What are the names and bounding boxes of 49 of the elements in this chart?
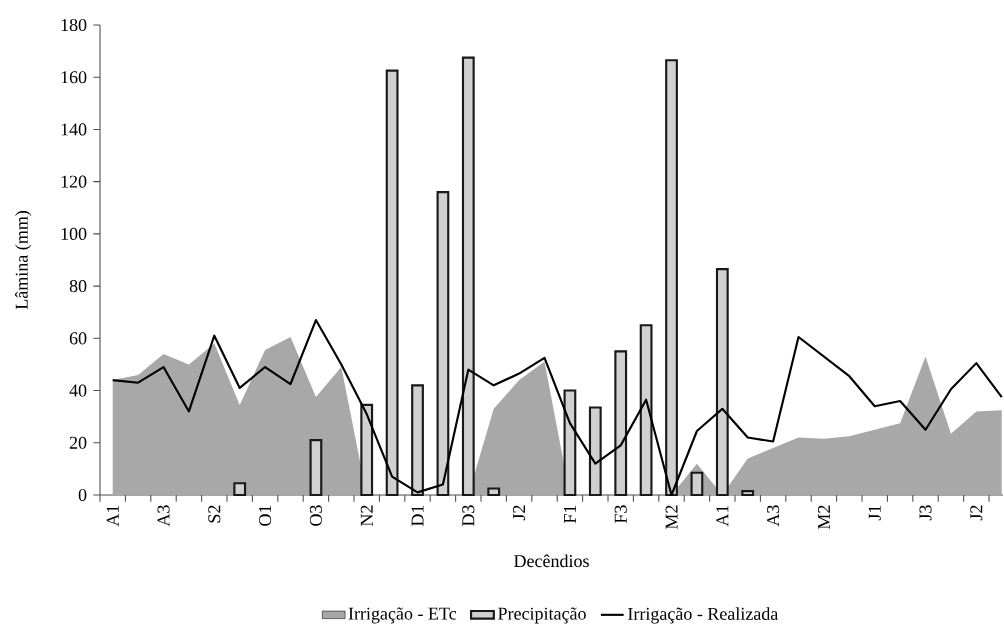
x-tick-label: O1 (259, 505, 272, 526)
bar (639, 324, 653, 497)
bar (385, 69, 399, 497)
bar (360, 403, 374, 497)
bar (487, 487, 501, 497)
y-tick-label: 120 (61, 175, 87, 188)
legend-label: Irrigação - ETc (348, 607, 457, 624)
y-axis-title: Lâmina (mm) (15, 211, 32, 310)
bar (665, 59, 678, 497)
bar (411, 384, 424, 497)
x-tick-label: A3 (767, 505, 780, 527)
bar (715, 268, 729, 497)
bar (309, 439, 323, 497)
bar (436, 191, 450, 497)
y-tick-label: 80 (69, 280, 87, 293)
bar (741, 490, 755, 497)
bar (461, 56, 475, 497)
bar (563, 389, 577, 497)
y-tick-label: 100 (61, 227, 87, 240)
x-tick-label: J1 (868, 505, 881, 521)
x-tick-label: J3 (919, 505, 932, 521)
x-tick-label: M2 (665, 505, 678, 530)
x-tick-label: D1 (411, 505, 424, 527)
x-tick-label: D3 (462, 505, 475, 527)
x-tick-label: J2 (513, 505, 526, 521)
x-tick-label: N2 (360, 505, 373, 527)
x-tick-label: O3 (309, 505, 322, 526)
bar (588, 406, 602, 497)
x-tick-label: A1 (716, 505, 729, 527)
x-tick-label: F1 (563, 505, 576, 524)
y-tick-label: 60 (69, 332, 87, 345)
bar (614, 350, 628, 497)
legend-label: Precipitação (498, 607, 586, 624)
x-axis-title: Decêndios (514, 554, 589, 568)
bar (690, 471, 704, 497)
x-tick-label: M2 (817, 505, 830, 530)
x-tick-label: S2 (208, 505, 221, 523)
x-tick-label: A3 (157, 505, 170, 527)
y-tick-label: 160 (61, 71, 87, 84)
legend-label: Irrigação - Realizada (628, 607, 779, 624)
y-tick-label: 140 (61, 123, 87, 136)
x-tick-label: F3 (614, 505, 627, 524)
bar (233, 482, 247, 497)
y-tick-label: 40 (69, 384, 87, 397)
x-tick-label: A1 (106, 505, 119, 527)
y-tick-label: 180 (61, 18, 87, 32)
y-tick-label: 0 (78, 488, 87, 502)
y-tick-label: 20 (69, 436, 87, 449)
x-tick-label: J2 (970, 505, 983, 521)
